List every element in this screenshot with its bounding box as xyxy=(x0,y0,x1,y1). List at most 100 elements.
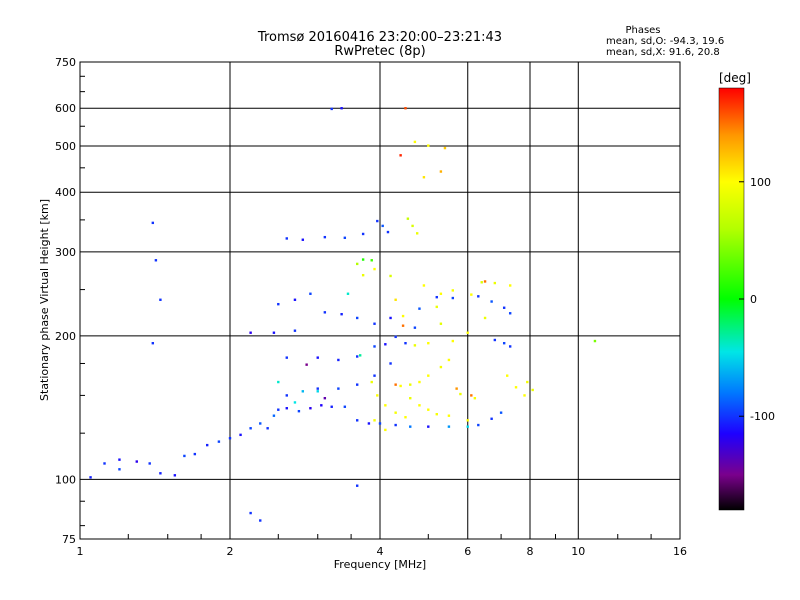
echo-point xyxy=(483,316,487,320)
echo-point xyxy=(259,422,262,425)
echo-point xyxy=(470,394,473,397)
echo-point xyxy=(316,356,319,359)
echo-point xyxy=(346,292,350,295)
echo-point xyxy=(435,305,438,309)
echo-point xyxy=(427,341,430,345)
echo-point xyxy=(508,284,512,287)
echo-point xyxy=(118,458,121,461)
echo-point xyxy=(367,422,371,425)
echo-point xyxy=(148,462,151,465)
echo-point xyxy=(316,390,319,393)
echo-point xyxy=(361,273,365,277)
stats-x-mode: mean, sd,X: 91.6, 20.8 xyxy=(606,47,720,58)
echo-point xyxy=(373,267,376,271)
echo-point xyxy=(422,284,426,287)
y-tick-label: 750 xyxy=(55,56,76,69)
echo-point xyxy=(337,387,340,390)
echo-point xyxy=(523,394,526,397)
echo-point xyxy=(466,419,469,422)
echo-point xyxy=(409,425,412,428)
echo-point xyxy=(439,292,443,295)
echo-point xyxy=(239,433,242,437)
colorbar-tick-label: -100 xyxy=(750,410,775,423)
echo-point xyxy=(381,224,384,228)
echo-point xyxy=(447,358,451,362)
echo-point xyxy=(499,411,503,414)
echo-point xyxy=(378,422,382,425)
echo-point xyxy=(309,407,312,410)
colorbar-label: [deg] xyxy=(719,71,751,85)
echo-point xyxy=(413,326,417,329)
echo-point xyxy=(593,339,597,343)
echo-point xyxy=(249,427,252,430)
echo-point xyxy=(451,289,455,292)
echo-point xyxy=(470,293,473,296)
echo-point xyxy=(358,354,362,357)
echo-point xyxy=(493,338,497,342)
echo-point xyxy=(376,394,379,397)
echo-point xyxy=(277,408,280,411)
echo-point xyxy=(340,312,343,316)
echo-point xyxy=(343,405,347,408)
echo-point xyxy=(376,219,379,223)
echo-point xyxy=(337,358,340,362)
echo-point xyxy=(427,425,430,428)
y-tick-label: 500 xyxy=(55,140,76,153)
chart-title: Tromsø 20160416 23:20:00–23:21:43 xyxy=(257,30,502,45)
echo-point xyxy=(355,316,359,320)
stats-o-mode: mean, sd,O: -94.3, 19.6 xyxy=(606,36,724,47)
echo-point xyxy=(193,452,197,456)
echo-point xyxy=(394,298,397,301)
echo-point xyxy=(451,339,455,343)
echo-point xyxy=(418,307,421,310)
echo-point xyxy=(89,476,92,479)
echo-point xyxy=(259,519,262,522)
echo-point xyxy=(316,387,319,390)
x-axis-label: Frequency [MHz] xyxy=(334,558,426,571)
echo-point xyxy=(394,411,397,414)
echo-point xyxy=(455,387,458,390)
data-points xyxy=(89,107,597,522)
echo-point xyxy=(293,401,297,404)
echo-point xyxy=(401,314,405,318)
x-tick-label: 8 xyxy=(527,545,534,558)
echo-point xyxy=(309,292,312,295)
echo-point xyxy=(272,414,276,417)
x-tick-label: 2 xyxy=(227,545,234,558)
echo-point xyxy=(386,230,390,234)
echo-point xyxy=(406,217,410,220)
echo-point xyxy=(439,322,443,325)
echo-point xyxy=(323,311,327,314)
echo-point xyxy=(418,404,421,407)
echo-point xyxy=(228,437,232,440)
echo-point xyxy=(493,281,497,285)
echo-point xyxy=(159,298,162,301)
x-tick-label: 6 xyxy=(464,545,471,558)
echo-point xyxy=(154,259,158,262)
echo-point xyxy=(508,312,512,315)
grid-lines xyxy=(80,62,680,539)
title-block: Tromsø 20160416 23:20:00–23:21:43 RwPret… xyxy=(257,30,502,59)
echo-point xyxy=(439,170,443,173)
echo-point xyxy=(361,258,365,261)
echo-point xyxy=(330,107,333,111)
echo-point xyxy=(435,412,438,416)
echo-point xyxy=(217,440,221,443)
colorbar-tick-label: 0 xyxy=(750,293,757,306)
echo-point xyxy=(159,472,162,475)
y-axis-label: Stationary phase Virtual Height [km] xyxy=(38,199,51,401)
echo-point xyxy=(394,423,397,427)
echo-point xyxy=(389,274,392,278)
echo-point xyxy=(323,235,327,239)
y-tick-label: 200 xyxy=(55,330,76,343)
echo-point xyxy=(427,144,430,147)
echo-point xyxy=(394,335,397,339)
echo-point xyxy=(459,392,462,396)
echo-point xyxy=(514,386,518,389)
echo-point xyxy=(384,428,387,432)
echo-point xyxy=(531,388,534,392)
echo-point xyxy=(490,417,493,420)
echo-point xyxy=(415,232,419,235)
echo-point xyxy=(151,221,155,225)
